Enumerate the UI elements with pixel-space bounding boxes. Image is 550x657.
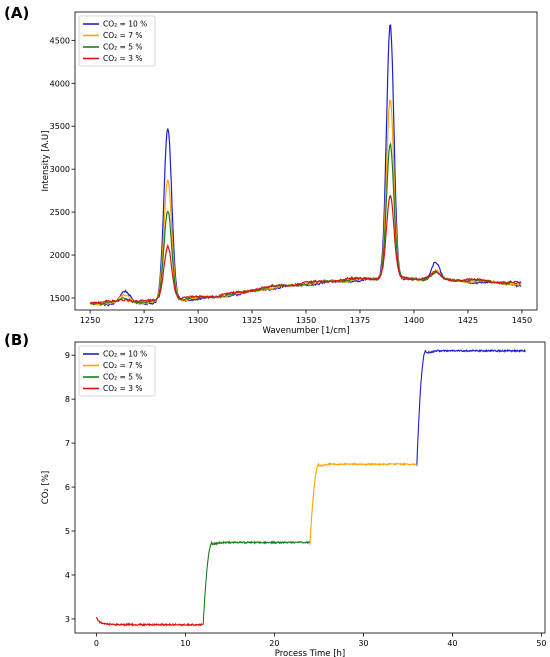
plot-frame [74, 341, 546, 634]
series-group [95, 348, 526, 627]
x-tick-label: 20 [269, 639, 279, 648]
y-tick-label: 1500 [50, 294, 70, 303]
x-tick-label: 1450 [512, 316, 532, 325]
chart-panel-2: (B) 0 10 20 30 40 50 3 4 5 6 7 8 9 Process Time [h] CO₂… [4, 331, 547, 657]
x-tick-label: 1400 [404, 316, 424, 325]
series-line [309, 462, 418, 545]
legend-entry: CO₂ = 10 % [103, 350, 147, 359]
series-line [416, 348, 526, 466]
y-tick-label: 2000 [50, 251, 70, 260]
legend-entry: CO₂ = 3 % [103, 384, 142, 393]
x-tick-label: 50 [536, 639, 546, 648]
x-tick-label: 1325 [242, 316, 262, 325]
x-tick-label: 1250 [80, 316, 100, 325]
chart-panel-1: (A) 1250 1275 1300 1325 1350 1375 1400 1425 1450 1… [4, 4, 538, 336]
panel-label: (B) [4, 331, 29, 349]
series-line [89, 194, 522, 306]
x-tick-label: 10 [180, 639, 190, 648]
x-tick-label: 0 [94, 639, 99, 648]
x-tick-label: 1300 [188, 316, 208, 325]
series-group [89, 24, 522, 307]
y-tick-label: 2500 [50, 208, 70, 217]
y-tick-label: 4500 [50, 36, 70, 45]
legend-entry: CO₂ = 7 % [103, 31, 142, 40]
legend-box [78, 345, 156, 397]
y-tick-label: 3 [65, 615, 70, 624]
legend-entry: CO₂ = 3 % [103, 54, 142, 63]
legend-entry: CO₂ = 10 % [103, 20, 147, 29]
legend: CO₂ = 10 % CO₂ = 7 % CO₂ = 5 % CO₂ = 3 % [78, 15, 156, 67]
series-line [95, 616, 203, 627]
legend-entry: CO₂ = 5 % [103, 43, 142, 52]
legend-entry: CO₂ = 5 % [103, 373, 142, 382]
series-line [89, 24, 522, 307]
y-tick-label: 7 [65, 439, 70, 448]
series-line [202, 540, 311, 625]
y-tick-label: 6 [65, 483, 70, 492]
x-tick-label: 1275 [134, 316, 154, 325]
x-axis-label: Process Time [h] [275, 649, 345, 657]
x-tick-label: 1350 [296, 316, 316, 325]
series-line [89, 99, 522, 307]
legend: CO₂ = 10 % CO₂ = 7 % CO₂ = 5 % CO₂ = 3 % [78, 345, 156, 397]
panel-label: (A) [4, 4, 29, 22]
legend-entry: CO₂ = 7 % [103, 361, 142, 370]
y-tick-label: 4000 [50, 79, 70, 88]
y-tick-label: 8 [65, 395, 70, 404]
x-tick-label: 1425 [458, 316, 478, 325]
y-tick-label: 5 [65, 527, 70, 536]
legend-box [78, 15, 156, 67]
x-axis-label: Wavenumber [1/cm] [262, 326, 349, 336]
y-tick-label: 9 [65, 351, 70, 360]
y-axis-label: CO₂ [%] [41, 471, 51, 504]
y-tick-label: 4 [65, 571, 70, 580]
y-axis-label: Intensity [A.U] [41, 131, 51, 192]
y-tick-label: 3500 [50, 122, 70, 131]
x-tick-label: 30 [358, 639, 368, 648]
x-tick-label: 40 [447, 639, 457, 648]
x-tick-label: 1375 [350, 316, 370, 325]
y-tick-label: 3000 [50, 165, 70, 174]
